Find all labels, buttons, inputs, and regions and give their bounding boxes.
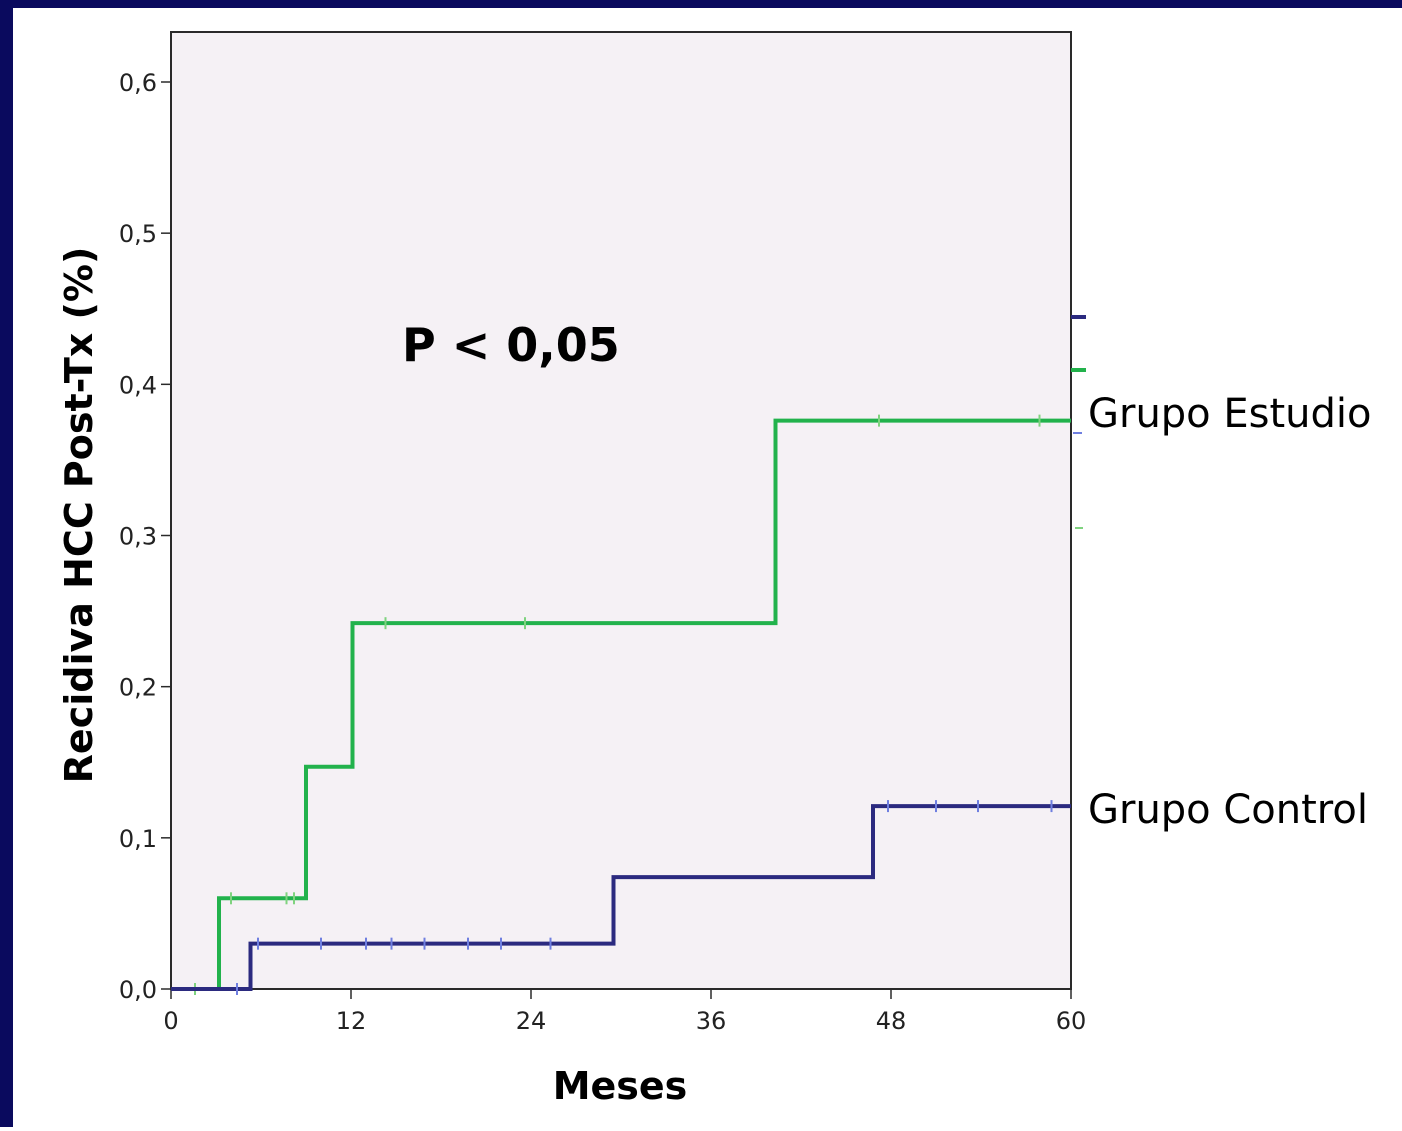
y-axis-title: Recidiva HCC Post-Tx (%) (57, 247, 101, 784)
y-tick-label: 0,3 (119, 523, 157, 551)
legend-stubs (1071, 315, 1086, 529)
plot-area (170, 31, 1072, 990)
y-tick-label: 0,1 (119, 825, 157, 853)
step-line-grupo-control (171, 804, 1071, 991)
x-tick-label: 0 (163, 1007, 178, 1035)
series-label-estudio: Grupo Estudio (1088, 391, 1372, 437)
x-tick-label: 48 (876, 1007, 907, 1035)
y-tick-label: 0,0 (119, 976, 157, 1004)
slide-border-top (0, 0, 1402, 8)
series-lines (171, 414, 1071, 995)
step-line-grupo-estudio (171, 418, 1071, 991)
slide-border-left (0, 0, 13, 1127)
series-label-control: Grupo Control (1088, 787, 1368, 833)
y-tick-label: 0,2 (119, 674, 157, 702)
p-value-annotation: P < 0,05 (402, 318, 620, 372)
axis-ticks: 0,0 0,1 0,2 0,3 0,4 0,5 0,6 0 12 24 36 48 60 (119, 69, 1086, 1035)
x-tick-label: 12 (336, 1007, 367, 1035)
y-tick-label: 0,4 (119, 371, 157, 399)
x-tick-label: 36 (696, 1007, 727, 1035)
x-axis-title: Meses (553, 1064, 688, 1108)
x-tick-label: 60 (1056, 1007, 1087, 1035)
x-tick-label: 24 (516, 1007, 547, 1035)
y-tick-label: 0,6 (119, 69, 157, 97)
y-tick-label: 0,5 (119, 220, 157, 248)
